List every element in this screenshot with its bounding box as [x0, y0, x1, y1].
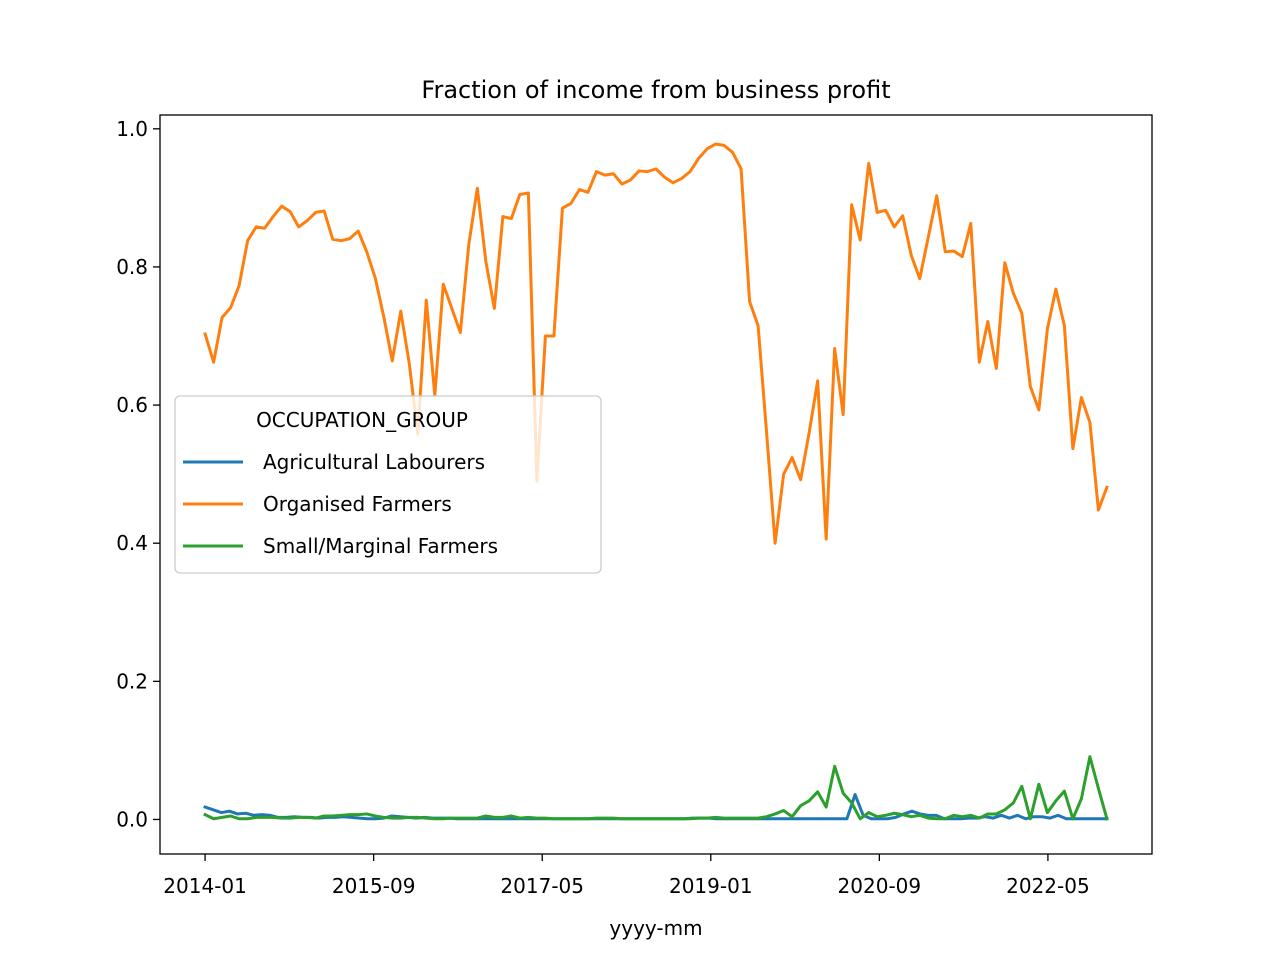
y-tick-label: 0.4	[116, 531, 148, 555]
y-axis: 0.0 0.2 0.4 0.6 0.8 1.0	[116, 117, 160, 831]
legend: OCCUPATION_GROUP Agricultural Labourers Or…	[174, 395, 602, 574]
y-tick-label: 0.8	[116, 255, 148, 279]
legend-title: OCCUPATION_GROUP	[256, 408, 468, 432]
legend-box	[174, 395, 602, 574]
legend-label: Organised Farmers	[263, 492, 452, 516]
y-tick-label: 0.2	[116, 669, 148, 693]
series-line-small-marginal-farmers	[203, 755, 1109, 821]
series-line-organised-farmers	[203, 142, 1109, 545]
legend-label: Small/Marginal Farmers	[263, 534, 498, 558]
y-tick-label: 1.0	[116, 117, 148, 141]
x-tick-label: 2020-09	[838, 874, 922, 898]
series-layer	[203, 142, 1109, 821]
chart-title: Fraction of income from business profit	[421, 76, 890, 104]
x-axis: 2014-01 2015-09 2017-05 2019-01 2020-09 2022-…	[163, 854, 1090, 898]
x-axis-title: yyyy-mm	[609, 916, 702, 940]
plot-frame	[159, 114, 1153, 855]
x-tick-label: 2015-09	[332, 874, 416, 898]
x-tick-label: 2014-01	[163, 874, 247, 898]
legend-label: Agricultural Labourers	[263, 450, 485, 474]
x-tick-label: 2017-05	[500, 874, 584, 898]
y-tick-label: 0.0	[116, 807, 148, 831]
y-tick-label: 0.6	[116, 393, 148, 417]
x-tick-label: 2022-05	[1006, 874, 1090, 898]
x-tick-label: 2019-01	[669, 874, 753, 898]
